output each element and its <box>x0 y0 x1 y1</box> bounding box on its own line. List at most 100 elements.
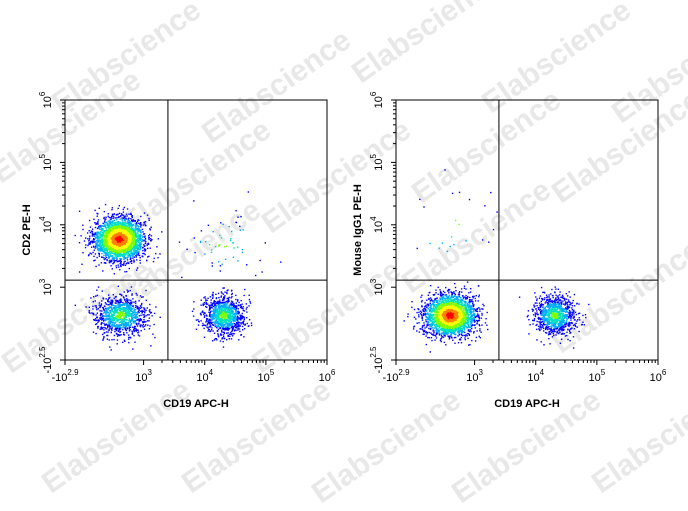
event-dot <box>220 309 221 310</box>
event-dot <box>79 211 80 212</box>
event-dot <box>126 232 127 233</box>
event-dot <box>97 322 98 323</box>
x-tick-label: 104 <box>196 368 213 384</box>
event-dot <box>228 335 229 336</box>
event-dot <box>160 317 161 318</box>
event-dot <box>119 305 120 306</box>
event-dot <box>218 335 219 336</box>
event-dot <box>141 307 142 308</box>
event-dot <box>108 230 109 231</box>
event-dot <box>212 330 213 331</box>
event-dot <box>119 302 120 303</box>
event-dot <box>134 309 135 310</box>
event-dot <box>118 216 119 217</box>
event-dot <box>112 221 113 222</box>
event-dot <box>192 311 193 312</box>
event-dot <box>238 308 239 309</box>
event-dot <box>120 263 121 264</box>
event-dot <box>212 305 213 306</box>
event-dot <box>113 241 114 242</box>
population-1 <box>404 281 489 352</box>
event-dot <box>147 245 148 246</box>
event-dot <box>224 309 225 310</box>
event-dot <box>120 260 121 261</box>
event-dot <box>109 328 110 329</box>
event-dot <box>138 242 139 243</box>
event-dot <box>232 333 233 334</box>
event-dot <box>107 326 108 327</box>
event-dot <box>111 319 112 320</box>
event-dot <box>101 249 102 250</box>
event-dot <box>95 320 96 321</box>
event-dot <box>114 226 115 227</box>
event-dot <box>223 299 224 300</box>
event-dot <box>100 242 101 243</box>
event-dot <box>102 257 103 258</box>
event-dot <box>265 242 266 243</box>
event-dot <box>225 304 226 305</box>
event-dot <box>105 217 106 218</box>
event-dot <box>138 245 139 246</box>
event-dot <box>457 335 458 336</box>
event-dot <box>114 319 115 320</box>
event-dot <box>141 243 142 244</box>
event-dot <box>130 248 131 249</box>
event-dot <box>149 328 150 329</box>
event-dot <box>135 312 136 313</box>
event-dot <box>148 314 149 315</box>
event-dot <box>93 301 94 302</box>
event-dot <box>138 310 139 311</box>
event-dot <box>150 238 151 239</box>
event-dot <box>231 334 232 335</box>
event-dot <box>234 316 235 317</box>
event-dot <box>218 311 219 312</box>
event-dot <box>238 339 239 340</box>
event-dot <box>112 322 113 323</box>
event-dot <box>233 319 234 320</box>
event-dot <box>129 268 130 269</box>
event-dot <box>117 243 118 244</box>
event-dot <box>102 242 103 243</box>
event-dot <box>211 329 212 330</box>
event-dot <box>107 251 108 252</box>
event-dot <box>106 303 107 304</box>
event-dot <box>85 306 86 307</box>
event-dot <box>128 302 129 303</box>
event-dot <box>126 215 127 216</box>
event-dot <box>242 326 243 327</box>
event-dot <box>128 238 129 239</box>
event-dot <box>115 319 116 320</box>
event-dot <box>211 327 212 328</box>
event-dot <box>124 245 125 246</box>
event-dot <box>202 325 203 326</box>
event-dot <box>136 236 137 237</box>
event-dot <box>222 313 223 314</box>
event-dot <box>127 250 128 251</box>
event-dot <box>232 326 233 327</box>
event-dot <box>140 311 141 312</box>
event-dot <box>106 308 107 309</box>
event-dot <box>112 263 113 264</box>
event-dot <box>216 320 217 321</box>
event-dot <box>101 323 102 324</box>
event-dot <box>231 331 232 332</box>
event-dot <box>82 252 83 253</box>
event-dot <box>223 314 224 315</box>
event-dot <box>127 229 128 230</box>
event-dot <box>136 235 137 236</box>
event-dot <box>109 257 110 258</box>
event-dot <box>221 295 222 296</box>
event-dot <box>136 228 137 229</box>
event-dot <box>242 313 243 314</box>
event-dot <box>93 296 94 297</box>
event-dot <box>116 234 117 235</box>
event-dot <box>89 310 90 311</box>
event-dot <box>123 229 124 230</box>
event-dot <box>464 329 465 330</box>
event-dot <box>129 306 130 307</box>
event-dot <box>116 320 117 321</box>
event-dot <box>212 262 213 263</box>
event-dot <box>227 324 228 325</box>
event-dot <box>103 223 104 224</box>
event-dot <box>102 340 103 341</box>
